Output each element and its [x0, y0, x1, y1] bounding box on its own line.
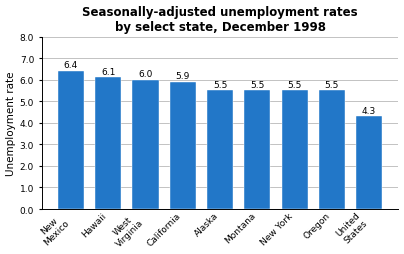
Bar — [95, 78, 121, 209]
Text: 6.0: 6.0 — [138, 70, 153, 78]
Bar — [244, 91, 270, 209]
Title: Seasonally-adjusted unemployment rates
by select state, December 1998: Seasonally-adjusted unemployment rates b… — [82, 6, 358, 34]
Bar — [319, 91, 345, 209]
Bar — [133, 80, 159, 209]
Bar — [356, 117, 382, 209]
Text: 5.9: 5.9 — [176, 72, 190, 81]
Text: 5.5: 5.5 — [325, 80, 339, 89]
Text: 4.3: 4.3 — [362, 106, 376, 115]
Y-axis label: Unemployment rate: Unemployment rate — [6, 71, 16, 175]
Bar — [170, 83, 196, 209]
Bar — [282, 91, 308, 209]
Bar — [58, 72, 84, 209]
Text: 5.5: 5.5 — [213, 80, 227, 89]
Text: 6.1: 6.1 — [101, 68, 116, 76]
Text: 5.5: 5.5 — [288, 80, 302, 89]
Text: 6.4: 6.4 — [64, 61, 78, 70]
Text: 5.5: 5.5 — [250, 80, 265, 89]
Bar — [207, 91, 233, 209]
